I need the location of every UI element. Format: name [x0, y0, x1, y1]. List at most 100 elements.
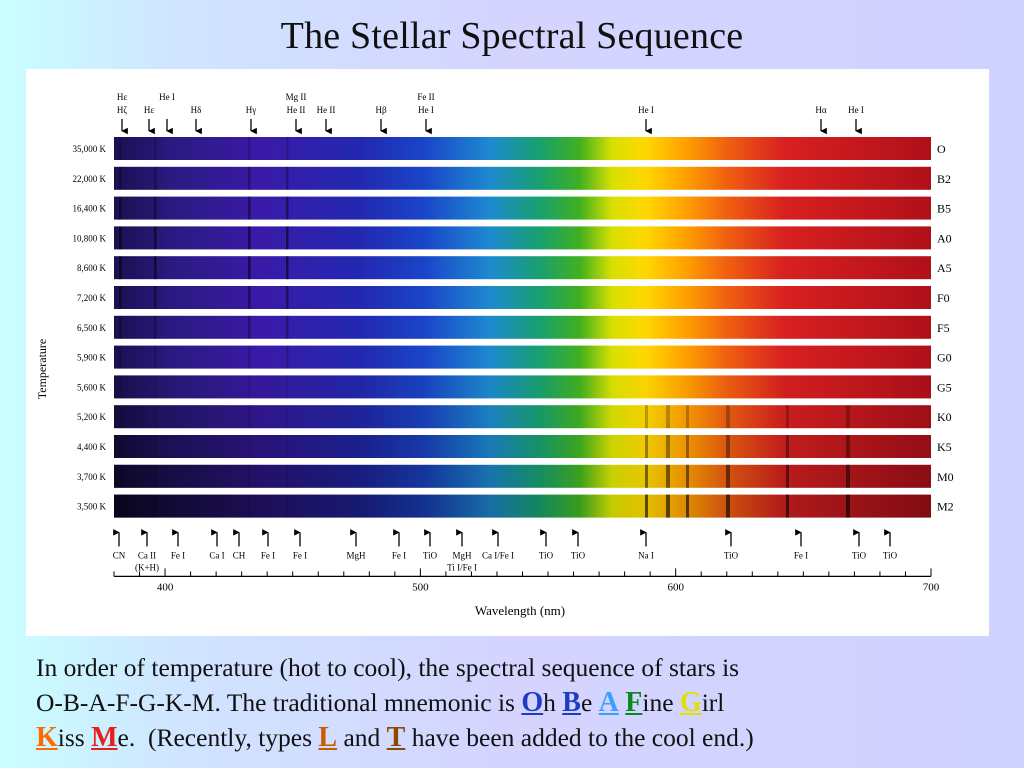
- spectrum-strip: [114, 166, 931, 190]
- slide-title: The Stellar Spectral Sequence: [280, 15, 744, 57]
- mnemonic-l: L: [318, 722, 338, 753]
- absorption-line: [154, 286, 157, 309]
- temperature-label: 7,200 K: [77, 293, 107, 303]
- absorption-line: [154, 494, 157, 518]
- absorption-line: [248, 166, 251, 190]
- spectrum-strip: [114, 345, 931, 369]
- absorption-line: [119, 494, 122, 518]
- spectrum-strip: [114, 196, 931, 220]
- bottom-line-sublabel: Ti I/Fe I: [447, 562, 477, 572]
- caption-line-2: O-B-A-F-G-K-M. The traditional mnemonic …: [36, 685, 1006, 720]
- temperature-label: 16,400 K: [73, 204, 107, 214]
- absorption-line: [286, 196, 289, 220]
- absorption-line: [645, 494, 648, 518]
- absorption-line: [786, 494, 789, 518]
- cool-star-shading: [114, 464, 931, 488]
- absorption-line: [154, 315, 157, 339]
- absorption-line: [154, 256, 157, 280]
- absorption-line: [248, 226, 251, 250]
- temperature-label: 6,500 K: [77, 323, 107, 333]
- top-line-label: He I: [848, 105, 864, 115]
- bottom-line-label: MgH: [346, 550, 366, 560]
- absorption-line: [119, 435, 122, 458]
- spectrum-strip: [114, 464, 931, 488]
- bottom-line-label: CN: [113, 550, 126, 560]
- bottom-line-label: CH: [233, 550, 246, 560]
- absorption-line: [286, 256, 289, 280]
- mnemonic-me-rest: e.: [117, 723, 136, 752]
- mnemonic-girl-rest: irl: [701, 688, 725, 717]
- temperature-label: 5,600 K: [77, 382, 107, 392]
- absorption-line: [666, 435, 670, 458]
- bottom-line-sublabel: (K+H): [135, 562, 159, 572]
- top-line-label: Hε: [144, 105, 154, 115]
- caption: In order of temperature (hot to cool), t…: [36, 650, 1006, 755]
- caption-line-1: In order of temperature (hot to cool), t…: [36, 653, 740, 682]
- absorption-line: [786, 405, 789, 429]
- top-line-label: He II: [287, 105, 306, 115]
- cool-star-shading: [114, 494, 931, 518]
- absorption-line: [726, 435, 730, 458]
- y-axis-label: Temperature: [35, 339, 49, 399]
- spectrum-band: [114, 226, 931, 250]
- absorption-line: [846, 464, 850, 488]
- absorption-line: [286, 405, 289, 429]
- absorption-line: [154, 196, 157, 220]
- spectral-type-label: G0: [937, 351, 952, 365]
- top-line-label: Hγ: [246, 105, 256, 115]
- absorption-line: [846, 494, 850, 518]
- absorption-line: [248, 137, 251, 160]
- bottom-line-label: Ca I: [209, 550, 224, 560]
- bottom-line-label: MgH: [452, 550, 472, 560]
- absorption-line: [686, 464, 689, 488]
- x-tick-label: 400: [157, 581, 174, 593]
- absorption-line: [119, 196, 122, 220]
- absorption-line: [248, 196, 251, 220]
- absorption-line: [286, 315, 289, 339]
- cool-star-shading: [114, 405, 931, 429]
- spectrum-band: [114, 166, 931, 190]
- caption-end: have been added to the cool end.): [405, 723, 754, 752]
- top-line-label: Hδ: [191, 105, 202, 115]
- spectrum-strip: [114, 315, 931, 339]
- absorption-line: [286, 166, 289, 190]
- top-line-label-upper: Fe II: [417, 92, 434, 102]
- spectral-type-label: A5: [937, 261, 952, 275]
- absorption-line: [645, 405, 648, 429]
- x-tick-label: 500: [412, 581, 429, 593]
- spectrum-band: [114, 286, 931, 309]
- bottom-line-label: Fe I: [171, 550, 185, 560]
- bottom-line-label: TiO: [539, 550, 554, 560]
- mnemonic-b: B: [562, 687, 581, 718]
- absorption-line: [248, 405, 251, 429]
- absorption-line: [154, 435, 157, 458]
- mnemonic-kiss-rest: iss: [57, 723, 85, 752]
- spectral-type-label: F0: [937, 291, 950, 305]
- spectrum-strip: [114, 375, 931, 399]
- absorption-line: [786, 464, 789, 488]
- temperature-label: 8,600 K: [77, 263, 107, 273]
- bottom-line-label: Fe I: [261, 550, 275, 560]
- absorption-line: [248, 315, 251, 339]
- spectral-type-label: M0: [937, 470, 954, 484]
- absorption-line: [286, 494, 289, 518]
- spectral-type-label: F5: [937, 321, 950, 335]
- absorption-line: [119, 256, 122, 280]
- absorption-line: [119, 405, 122, 429]
- absorption-line: [154, 405, 157, 429]
- x-axis-label: Wavelength (nm): [475, 603, 565, 618]
- spectrum-strip: [114, 226, 931, 250]
- bottom-line-label: TiO: [883, 550, 898, 560]
- spectral-sequence-figure: 35,000 K 22,000 K 16,400 K 10,800 K 8,600 K 7…: [26, 69, 989, 636]
- spectral-type-label: K5: [937, 440, 952, 454]
- absorption-line: [248, 345, 251, 369]
- bottom-line-label: Fe I: [392, 550, 406, 560]
- temperature-label: 5,900 K: [77, 353, 107, 363]
- mnemonic-k: K: [36, 722, 58, 753]
- absorption-line: [119, 286, 122, 309]
- spectrum-strip: [114, 435, 931, 458]
- absorption-line: [248, 375, 251, 399]
- spectrum-strip: [114, 137, 931, 160]
- top-line-label: Hζ: [117, 105, 127, 115]
- absorption-line: [248, 435, 251, 458]
